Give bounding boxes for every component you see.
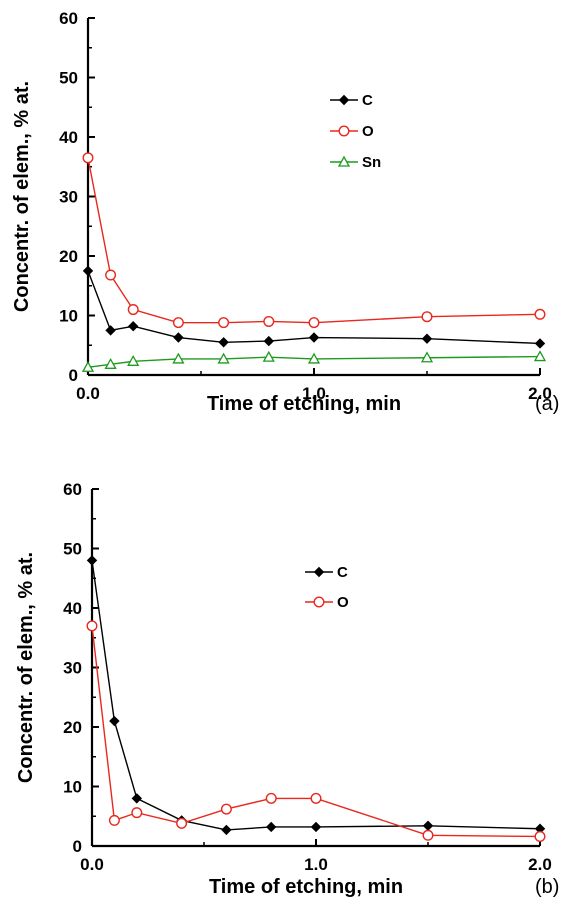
x-tick-label: 2.0 xyxy=(528,384,552,403)
legend: CO xyxy=(305,564,349,611)
data-point-c xyxy=(221,824,232,836)
data-point-c xyxy=(86,555,98,566)
legend-marker-c xyxy=(313,566,325,578)
data-point-sn xyxy=(533,350,547,362)
series-sn xyxy=(81,350,547,372)
legend-label-o: O xyxy=(362,123,374,140)
data-point-o xyxy=(310,792,322,804)
data-point-sn xyxy=(217,352,230,364)
y-tick-label: 60 xyxy=(63,480,82,499)
data-point-o xyxy=(265,792,277,804)
data-point-o xyxy=(82,152,94,164)
data-point-o xyxy=(422,829,434,841)
data-point-o xyxy=(86,620,98,632)
data-point-o xyxy=(308,317,320,329)
series-o xyxy=(86,620,546,842)
data-point-o xyxy=(534,308,546,320)
data-point-c xyxy=(534,338,546,349)
y-tick-label: 20 xyxy=(63,718,82,737)
x-axis-label: Time of etching, min xyxy=(207,393,401,415)
data-point-c xyxy=(173,332,184,343)
data-point-o xyxy=(108,814,120,826)
data-point-sn xyxy=(104,357,117,369)
data-point-o xyxy=(105,269,117,281)
data-point-o xyxy=(421,311,433,323)
y-tick-label: 30 xyxy=(59,188,78,207)
legend-label-o: O xyxy=(337,594,349,611)
series-c xyxy=(82,265,546,349)
y-tick-label: 10 xyxy=(59,307,78,326)
data-point-c xyxy=(308,332,320,343)
data-point-c xyxy=(265,821,277,833)
data-point-sn xyxy=(307,352,321,364)
legend-marker-o xyxy=(338,125,350,137)
x-axis-label: Time of etching, min xyxy=(209,876,403,898)
y-tick-label: 10 xyxy=(63,778,82,797)
x-tick-label: 0.0 xyxy=(76,384,100,403)
x-tick-label: 0.0 xyxy=(80,855,104,874)
data-point-sn xyxy=(262,350,275,362)
data-point-c xyxy=(421,333,433,344)
x-tick-label: 1.0 xyxy=(302,384,326,403)
legend-marker-c xyxy=(338,94,350,106)
x-tick-label: 2.0 xyxy=(528,855,552,874)
data-point-sn xyxy=(81,360,95,372)
data-point-sn xyxy=(172,352,185,364)
data-point-o xyxy=(176,817,188,829)
panel-label: (a) xyxy=(535,393,559,415)
legend-marker-sn xyxy=(337,155,351,167)
x-tick-label: 1.0 xyxy=(304,855,328,874)
data-point-c xyxy=(105,325,116,336)
data-point-c xyxy=(218,337,229,348)
data-point-sn xyxy=(127,354,140,366)
legend-label-c: C xyxy=(337,564,348,581)
chart-panel-a: 0 10 20 30 40 50 60 0.0 1.0 2.0 Time of etching, m… xyxy=(11,9,559,415)
panel-label: (b) xyxy=(535,876,559,898)
data-point-o xyxy=(218,317,230,329)
legend-label-c: C xyxy=(362,92,373,109)
data-point-c xyxy=(127,321,139,332)
data-point-o xyxy=(172,317,184,329)
data-point-c xyxy=(109,715,120,727)
y-tick-label: 50 xyxy=(59,69,78,88)
y-tick-label: 40 xyxy=(63,599,82,618)
y-tick-label: 20 xyxy=(59,247,78,266)
data-point-o xyxy=(127,304,139,316)
y-tick-label: 30 xyxy=(63,659,82,678)
data-point-o xyxy=(263,315,275,327)
data-point-o xyxy=(534,830,546,842)
data-point-c xyxy=(263,335,275,347)
y-tick-label: 60 xyxy=(59,9,78,28)
data-point-c xyxy=(310,821,322,833)
data-point-o xyxy=(220,803,232,815)
data-point-c xyxy=(82,265,94,277)
y-axis-label: Concentr. of elem., % at. xyxy=(11,81,33,312)
y-tick-label: 0 xyxy=(73,837,82,856)
legend: CO Sn xyxy=(330,92,381,171)
y-axis-label: Concentr. of elem., % at. xyxy=(15,552,37,783)
series-o xyxy=(82,152,546,329)
y-tick-label: 0 xyxy=(69,366,78,385)
data-point-o xyxy=(131,807,143,819)
y-tick-label: 40 xyxy=(59,128,78,147)
y-tick-label: 50 xyxy=(63,540,82,559)
data-point-sn xyxy=(420,351,434,363)
data-point-c xyxy=(131,793,143,804)
legend-marker-o xyxy=(313,596,325,608)
chart-panel-b: 0 10 20 30 40 50 60 0.0 1.0 2.0 Time of etching, m… xyxy=(15,480,559,898)
legend-label-sn: Sn xyxy=(362,154,381,171)
